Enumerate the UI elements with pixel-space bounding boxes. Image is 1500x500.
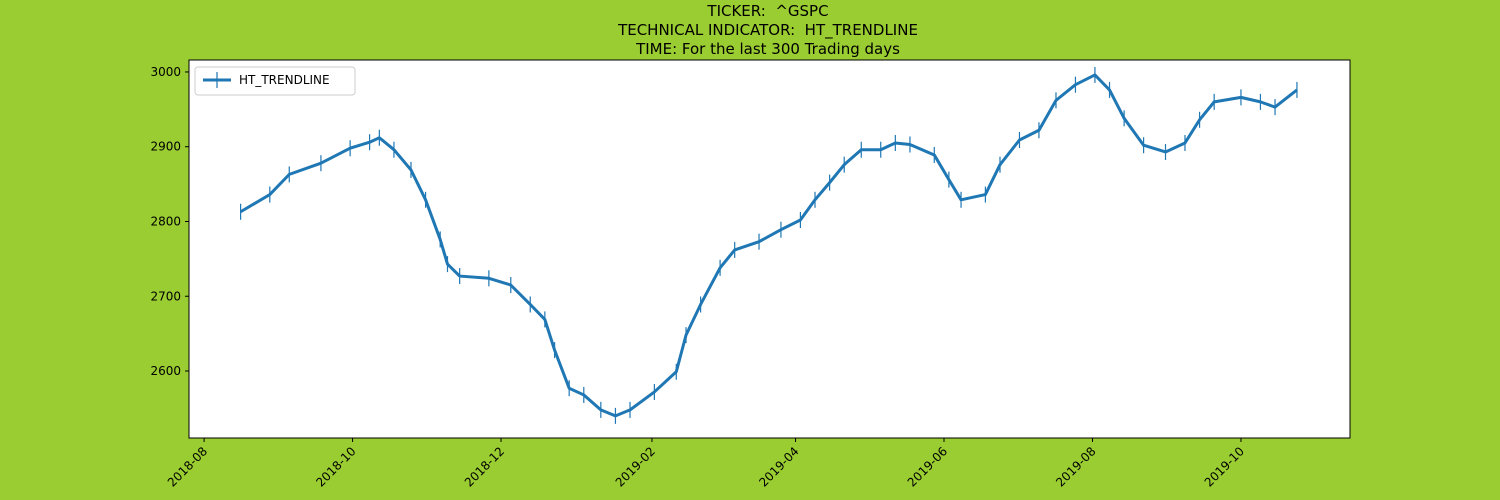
x-tick-label: 2019-06 xyxy=(905,444,950,489)
x-tick-label: 2019-02 xyxy=(613,444,658,489)
x-tick-label: 2018-12 xyxy=(462,444,507,489)
y-tick-label: 2600 xyxy=(150,364,181,378)
chart-title: TIME: For the last 300 Trading days xyxy=(635,40,900,58)
y-tick-label: 2700 xyxy=(150,289,181,303)
y-tick-label: 2800 xyxy=(150,214,181,228)
x-tick-label: 2018-08 xyxy=(165,444,210,489)
chart-title: TICKER: ^GSPC xyxy=(706,2,828,20)
x-tick-label: 2019-04 xyxy=(756,444,801,489)
y-tick-label: 3000 xyxy=(150,65,181,79)
y-tick-label: 2900 xyxy=(150,140,181,154)
x-tick-label: 2019-10 xyxy=(1202,444,1247,489)
trend-line xyxy=(239,73,1298,418)
x-tick-label: 2018-10 xyxy=(313,444,358,489)
x-tick-label: 2019-08 xyxy=(1053,444,1098,489)
legend: HT_TRENDLINE xyxy=(194,66,356,96)
legend-label: HT_TRENDLINE xyxy=(239,73,330,87)
chart-title: TECHNICAL INDICATOR: HT_TRENDLINE xyxy=(617,21,918,40)
legend-box xyxy=(194,66,356,96)
plot-area xyxy=(188,59,1351,439)
